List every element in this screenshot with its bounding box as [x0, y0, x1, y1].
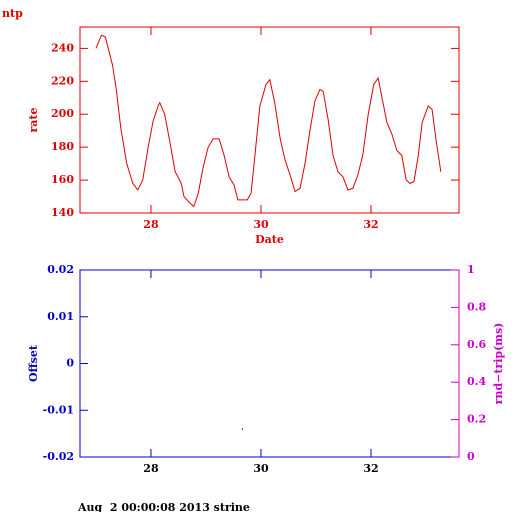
x-axis-label: Date: [255, 233, 284, 246]
y-tick-label: -0.01: [43, 403, 74, 416]
y-tick-label: 200: [51, 107, 74, 120]
x-tick-label: 30: [253, 462, 269, 475]
x-tick-label: 32: [363, 462, 378, 475]
plot-frame: [79, 269, 460, 458]
y-tick-label: 180: [51, 140, 74, 153]
y-tick-label: 0.02: [47, 263, 74, 276]
data-line: [95, 34, 442, 208]
y2-tick-label: 0.2: [467, 413, 486, 426]
y2-axis-label: rnd−trip(ms): [492, 323, 505, 405]
y-tick-label: 0: [66, 357, 74, 370]
y-tick-label: -0.02: [43, 450, 74, 463]
plot-frame: [79, 26, 460, 214]
y-axis-label: rate: [27, 107, 40, 132]
x-tick-label: 28: [143, 218, 159, 231]
footer: Aug 2 00:00:08 2013 strine: [77, 501, 250, 512]
y-tick-label: 240: [51, 41, 74, 54]
y-tick-label: 0.01: [47, 310, 74, 323]
y2-tick-label: 0.6: [467, 338, 486, 351]
x-tick-label: 30: [253, 218, 269, 231]
x-tick-label: 28: [143, 462, 159, 475]
chart-title: ntp: [2, 7, 23, 20]
y2-tick-label: 0: [467, 450, 475, 463]
y-axis-label: Offset: [27, 344, 40, 382]
y2-tick-label: 1: [467, 263, 475, 276]
y2-tick-label: 0.4: [467, 375, 486, 388]
data-point: [241, 428, 243, 430]
y2-tick-label: 0.8: [467, 300, 486, 313]
x-tick-label: 32: [363, 218, 378, 231]
y-tick-label: 140: [51, 206, 74, 219]
y-tick-label: 220: [51, 74, 74, 87]
y-tick-label: 160: [51, 173, 74, 186]
